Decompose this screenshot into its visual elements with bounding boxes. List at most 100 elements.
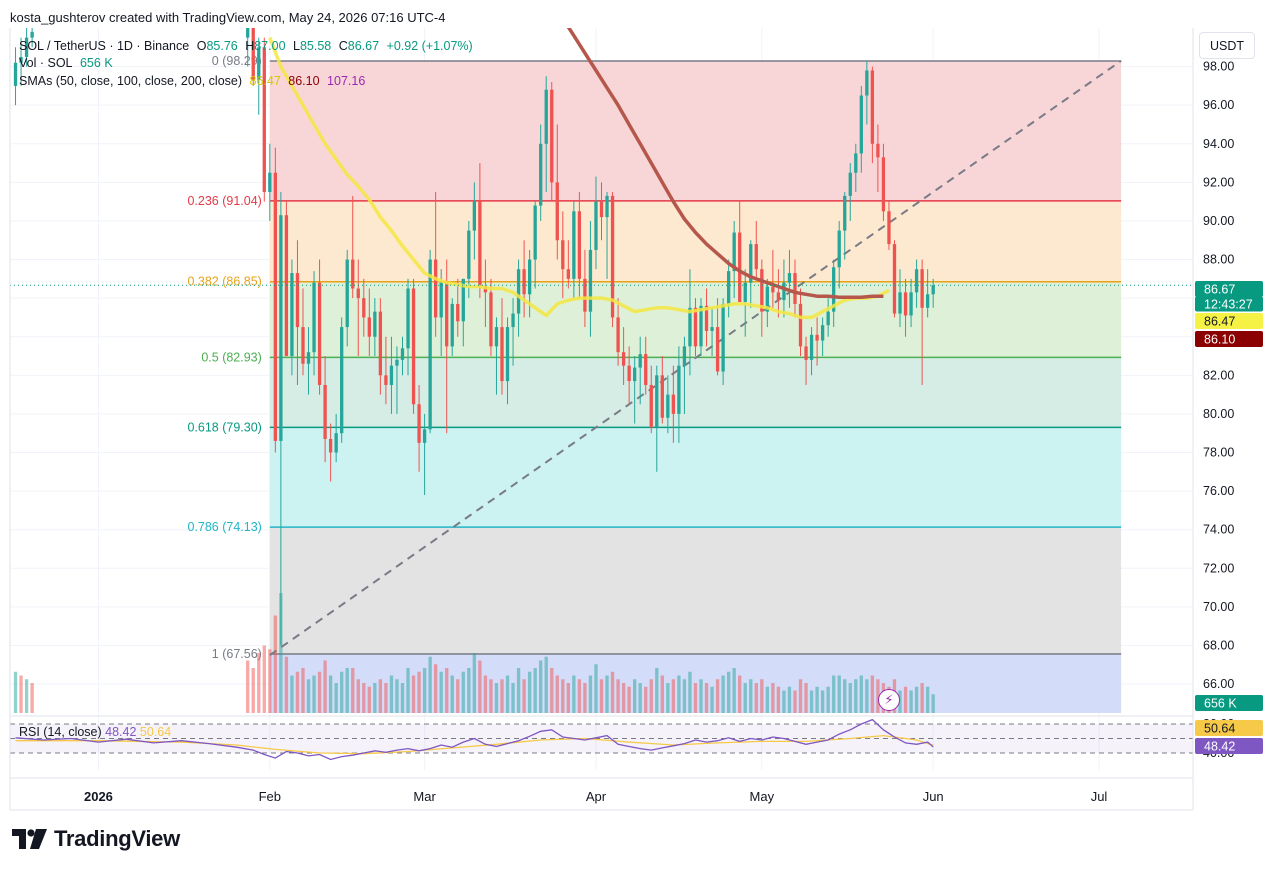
volume-bar bbox=[820, 690, 825, 713]
volume-legend: Vol · SOL 656 K bbox=[19, 56, 117, 70]
candle-body bbox=[760, 269, 764, 312]
volume-bar bbox=[290, 675, 294, 713]
candle-body bbox=[467, 230, 471, 279]
price-tick-label: 66.00 bbox=[1203, 677, 1234, 691]
sma50-line bbox=[268, 36, 890, 320]
candle-body bbox=[732, 232, 736, 272]
candle-body bbox=[793, 273, 797, 304]
volume-bar bbox=[500, 679, 504, 713]
volume-bar bbox=[693, 683, 698, 713]
price-tick-label: 80.00 bbox=[1203, 407, 1234, 421]
price-tick-label: 68.00 bbox=[1203, 638, 1234, 652]
sma-lines bbox=[268, 28, 890, 320]
candle-body bbox=[489, 292, 493, 347]
candle-body bbox=[621, 352, 626, 366]
volume-bar bbox=[671, 679, 676, 713]
fib-level-label: 0.382 (86.85) bbox=[187, 275, 261, 289]
volume-bar bbox=[400, 683, 405, 713]
volume-bar bbox=[699, 679, 703, 713]
volume-bar bbox=[340, 671, 344, 713]
sma-legend: SMAs (50, close, 100, close, 200, close)… bbox=[19, 74, 369, 88]
symbol-name[interactable]: SOL / TetherUS · 1D · Binance bbox=[19, 39, 190, 53]
volume-bar bbox=[826, 686, 830, 713]
volume-bar bbox=[378, 679, 383, 713]
candle-body bbox=[583, 278, 587, 312]
fib-level-label: 1 (67.56) bbox=[212, 647, 262, 661]
tradingview-mark-icon bbox=[12, 829, 47, 849]
price-tick-label: 70.00 bbox=[1203, 600, 1234, 614]
volume-bar bbox=[804, 683, 808, 713]
volume-bar bbox=[843, 679, 847, 713]
rsi-price-label: 48.42 bbox=[1195, 738, 1263, 754]
price-axis: 98.0096.0094.0092.0090.0088.0086.0084.00… bbox=[1195, 60, 1263, 760]
candle-body bbox=[782, 282, 786, 301]
candle-body bbox=[539, 143, 543, 206]
volume-bar bbox=[505, 675, 510, 713]
tradingview-logo[interactable]: TradingView bbox=[12, 826, 180, 852]
sma-label[interactable]: SMAs (50, close, 100, close, 200, close) bbox=[19, 74, 243, 88]
time-tick-label: Mar bbox=[413, 789, 436, 804]
candle-body bbox=[19, 56, 23, 63]
volume-label[interactable]: Vol · SOL bbox=[19, 56, 73, 70]
rsi-pane bbox=[10, 719, 1193, 761]
volume-bar bbox=[721, 675, 725, 713]
volume-bar bbox=[865, 679, 869, 713]
candle-body bbox=[533, 205, 537, 260]
candle-body bbox=[743, 282, 747, 302]
volume-bar bbox=[516, 668, 521, 713]
candle-body bbox=[666, 394, 670, 418]
rsi-ma-value: 50.64 bbox=[139, 725, 172, 739]
volume-bar bbox=[527, 671, 532, 713]
volume-bar bbox=[771, 683, 775, 713]
candle-body bbox=[865, 70, 869, 96]
candle-body bbox=[903, 292, 908, 316]
rsi-ma-price-label-box bbox=[1195, 720, 1263, 736]
volume-bar bbox=[478, 660, 482, 713]
sma50-price-label-text: 86.47 bbox=[1204, 315, 1235, 329]
volume-bar bbox=[738, 675, 742, 713]
currency-selector[interactable]: USDT bbox=[1199, 32, 1255, 59]
volume-bar bbox=[472, 653, 477, 713]
volume-bar bbox=[898, 690, 902, 713]
candle-body bbox=[472, 201, 477, 231]
candle-body bbox=[301, 327, 305, 364]
candle-body bbox=[765, 286, 769, 312]
trend-line bbox=[269, 59, 1122, 656]
candle-body bbox=[483, 286, 488, 293]
price-tick-label: 74.00 bbox=[1203, 523, 1234, 537]
candle-body bbox=[417, 404, 421, 443]
candle-body bbox=[715, 327, 720, 372]
candle-body bbox=[561, 240, 565, 270]
volume-bar bbox=[561, 679, 565, 713]
candle-body bbox=[644, 354, 648, 385]
close-value: 86.67 bbox=[347, 39, 380, 53]
candle-body bbox=[445, 282, 449, 347]
fib-level-label: 0.786 (74.13) bbox=[187, 520, 261, 534]
fib-level-label: 0 (98.29) bbox=[212, 54, 262, 68]
price-tick-label: 94.00 bbox=[1203, 137, 1234, 151]
countdown-label-text: 12:43:27 bbox=[1204, 298, 1253, 312]
candles bbox=[13, 28, 935, 646]
candle-body bbox=[378, 311, 383, 376]
candle-body bbox=[384, 375, 388, 385]
volume-bar bbox=[682, 679, 687, 713]
time-tick-label: Jun bbox=[923, 789, 944, 804]
volume-bar bbox=[262, 645, 266, 713]
candle-body bbox=[511, 313, 515, 328]
rsi-price-label-box bbox=[1195, 738, 1263, 754]
time-tick-label: Apr bbox=[586, 789, 607, 804]
lightning-icon[interactable]: ⚡ bbox=[878, 689, 900, 711]
rsi-ma-price-label: 50.64 bbox=[1195, 720, 1263, 736]
volume-bar bbox=[793, 690, 797, 713]
price-tick-label: 92.00 bbox=[1203, 175, 1234, 189]
candle-body bbox=[273, 172, 278, 441]
rsi-label[interactable]: RSI (14, close) bbox=[19, 725, 102, 739]
fib-zone bbox=[269, 427, 1122, 528]
volume-bar bbox=[334, 683, 338, 713]
volume-bar bbox=[633, 679, 637, 713]
candle-body bbox=[616, 317, 620, 353]
candle-body bbox=[914, 269, 919, 293]
fib-zone bbox=[269, 200, 1122, 282]
volume-bar bbox=[660, 675, 664, 713]
